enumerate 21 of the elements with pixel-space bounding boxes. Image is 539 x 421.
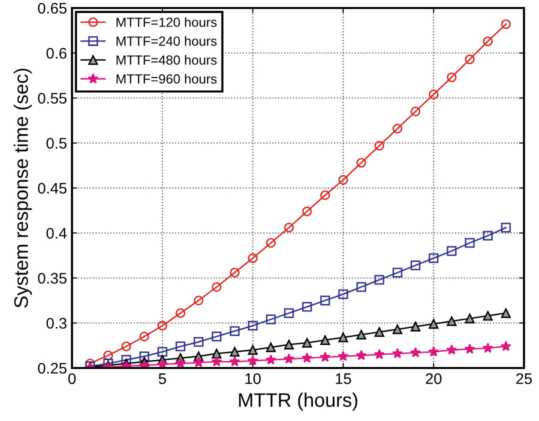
x-tick-label: 5 [158, 373, 166, 384]
legend-label: MTTF=960 hours [116, 74, 217, 84]
legend-label: MTTF=240 hours [116, 36, 217, 46]
y-tick-label: 0.6 [46, 48, 66, 59]
y-tick-label: 0.35 [38, 272, 66, 284]
x-tick-label: 20 [426, 373, 442, 384]
x-tick-label: 15 [336, 373, 352, 384]
y-tick-label: 0.25 [38, 362, 66, 374]
y-tick-label: 0.45 [38, 182, 66, 194]
x-tick-label: 25 [516, 373, 532, 384]
y-tick-label: 0.4 [46, 228, 67, 239]
legend-label: MTTF=480 hours [116, 55, 217, 65]
y-tick-label: 0.3 [46, 318, 66, 329]
y-tick-label: 0.5 [46, 138, 66, 149]
x-axis-title: MTTR (hours) [239, 392, 358, 411]
legend-label: MTTF=120 hours [116, 17, 217, 27]
y-tick-label: 0.55 [38, 92, 66, 104]
x-tick-label: 10 [245, 373, 261, 384]
x-tick-label: 0 [68, 373, 76, 384]
y-axis-title: System response time (sec) [14, 68, 32, 308]
y-tick-label: 0.65 [38, 2, 66, 14]
